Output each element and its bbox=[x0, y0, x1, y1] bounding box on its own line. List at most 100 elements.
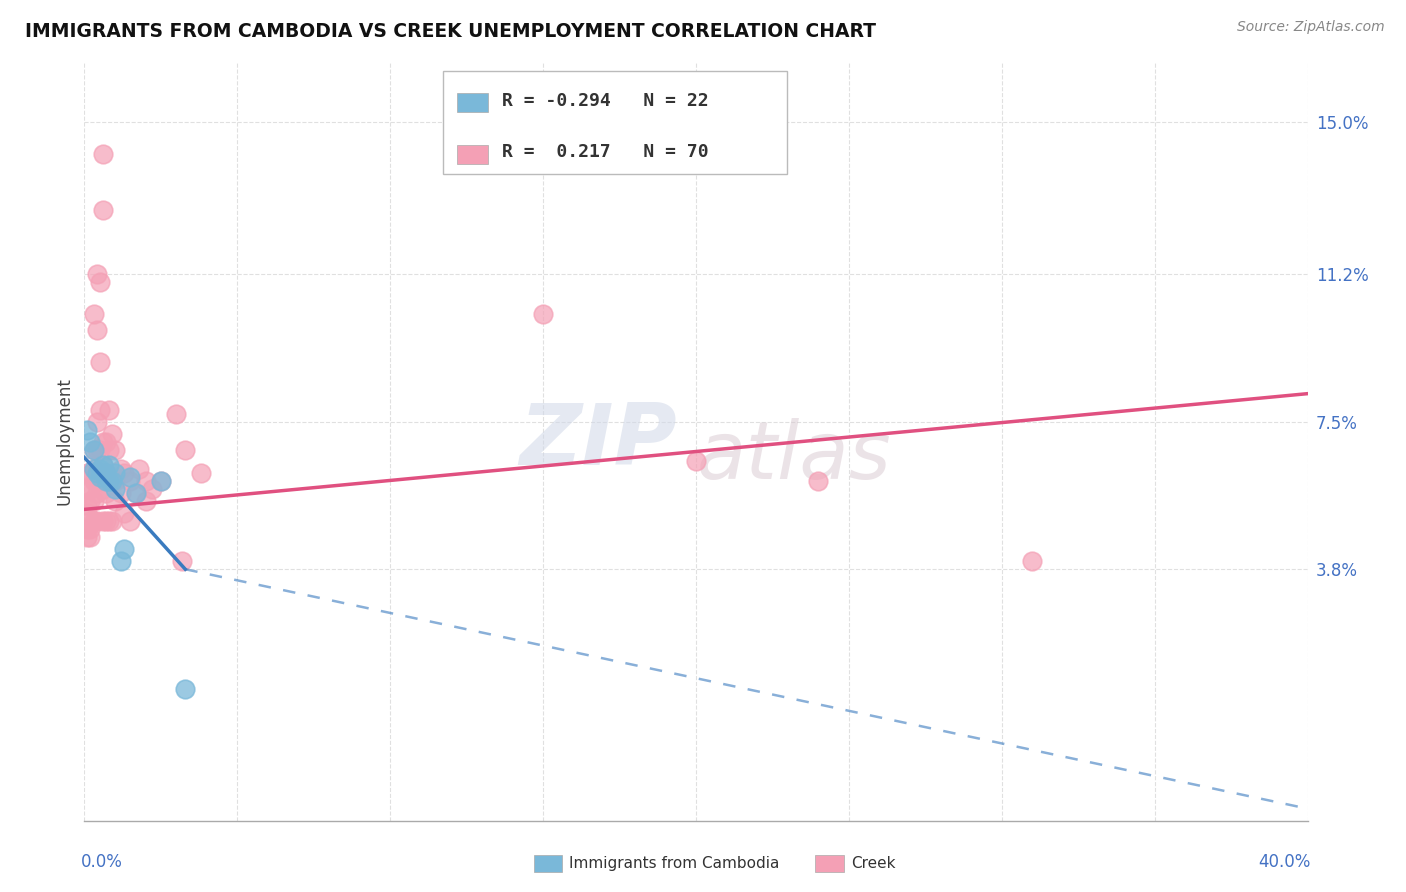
Point bbox=[89, 470, 111, 484]
Point bbox=[79, 530, 101, 544]
Point bbox=[76, 483, 98, 497]
Point bbox=[104, 475, 127, 489]
Text: Source: ZipAtlas.com: Source: ZipAtlas.com bbox=[1237, 20, 1385, 34]
Point bbox=[86, 475, 108, 489]
Point bbox=[89, 442, 111, 457]
Point bbox=[135, 475, 157, 489]
Point bbox=[86, 415, 108, 429]
Point bbox=[110, 462, 132, 476]
Point bbox=[120, 470, 142, 484]
Point bbox=[94, 475, 117, 489]
Point bbox=[174, 442, 197, 457]
Text: Immigrants from Cambodia: Immigrants from Cambodia bbox=[569, 856, 780, 871]
Point bbox=[97, 442, 120, 457]
Point bbox=[79, 434, 101, 449]
Point bbox=[94, 467, 117, 481]
Point bbox=[86, 486, 108, 500]
Point bbox=[89, 402, 111, 417]
Point bbox=[76, 423, 98, 437]
Point bbox=[125, 486, 148, 500]
Text: R = -0.294   N = 22: R = -0.294 N = 22 bbox=[502, 92, 709, 110]
Point bbox=[86, 267, 108, 281]
Point bbox=[91, 458, 114, 473]
Point bbox=[104, 467, 127, 481]
Point bbox=[79, 514, 101, 528]
Point bbox=[120, 514, 142, 528]
Point bbox=[83, 442, 105, 457]
Point bbox=[79, 494, 101, 508]
Text: 0.0%: 0.0% bbox=[82, 853, 124, 871]
Point bbox=[112, 507, 135, 521]
Y-axis label: Unemployment: Unemployment bbox=[55, 377, 73, 506]
Point bbox=[807, 475, 830, 489]
Text: IMMIGRANTS FROM CAMBODIA VS CREEK UNEMPLOYMENT CORRELATION CHART: IMMIGRANTS FROM CAMBODIA VS CREEK UNEMPL… bbox=[25, 22, 876, 41]
Point bbox=[79, 522, 101, 536]
Point bbox=[149, 475, 172, 489]
Point bbox=[120, 475, 142, 489]
Point bbox=[91, 147, 114, 161]
Text: atlas: atlas bbox=[696, 417, 891, 496]
Point bbox=[104, 483, 127, 497]
Point bbox=[94, 514, 117, 528]
Point bbox=[190, 467, 212, 481]
Point bbox=[135, 494, 157, 508]
Point bbox=[91, 458, 114, 473]
Point bbox=[97, 458, 120, 473]
Point bbox=[83, 494, 105, 508]
Point bbox=[101, 514, 124, 528]
Point bbox=[101, 475, 124, 489]
Point bbox=[86, 514, 108, 528]
Point bbox=[86, 467, 108, 481]
Text: 40.0%: 40.0% bbox=[1258, 853, 1310, 871]
Point bbox=[94, 486, 117, 500]
Point bbox=[94, 434, 117, 449]
Point bbox=[97, 514, 120, 528]
Point bbox=[110, 486, 132, 500]
Point bbox=[76, 507, 98, 521]
Point bbox=[83, 475, 105, 489]
Point bbox=[97, 475, 120, 489]
Point bbox=[79, 467, 101, 481]
Point bbox=[89, 355, 111, 369]
Point bbox=[91, 467, 114, 481]
Point bbox=[97, 402, 120, 417]
Point bbox=[83, 442, 105, 457]
Point bbox=[172, 554, 194, 568]
Point bbox=[76, 522, 98, 536]
Point bbox=[76, 499, 98, 513]
Point bbox=[89, 275, 111, 289]
Point bbox=[125, 486, 148, 500]
Point bbox=[101, 426, 124, 441]
Point bbox=[112, 542, 135, 557]
Point bbox=[97, 475, 120, 489]
Point bbox=[174, 681, 197, 696]
Point bbox=[76, 530, 98, 544]
Point bbox=[89, 475, 111, 489]
Point bbox=[149, 475, 172, 489]
Point bbox=[79, 483, 101, 497]
Point bbox=[94, 467, 117, 481]
Point bbox=[86, 442, 108, 457]
Text: R =  0.217   N = 70: R = 0.217 N = 70 bbox=[502, 144, 709, 161]
Point bbox=[685, 454, 707, 468]
Point bbox=[89, 462, 111, 476]
Text: ZIP: ZIP bbox=[519, 400, 676, 483]
Point bbox=[1021, 554, 1043, 568]
Point bbox=[91, 203, 114, 218]
Point bbox=[83, 462, 105, 476]
Point bbox=[531, 307, 554, 321]
Point bbox=[112, 467, 135, 481]
Point bbox=[104, 494, 127, 508]
Point bbox=[101, 475, 124, 489]
Point bbox=[110, 554, 132, 568]
Point bbox=[76, 467, 98, 481]
Point bbox=[141, 483, 163, 497]
Point bbox=[91, 483, 114, 497]
Point bbox=[104, 442, 127, 457]
Point bbox=[83, 462, 105, 476]
Text: Creek: Creek bbox=[851, 856, 896, 871]
Point bbox=[165, 407, 187, 421]
Point bbox=[91, 434, 114, 449]
Point bbox=[91, 514, 114, 528]
Point bbox=[128, 462, 150, 476]
